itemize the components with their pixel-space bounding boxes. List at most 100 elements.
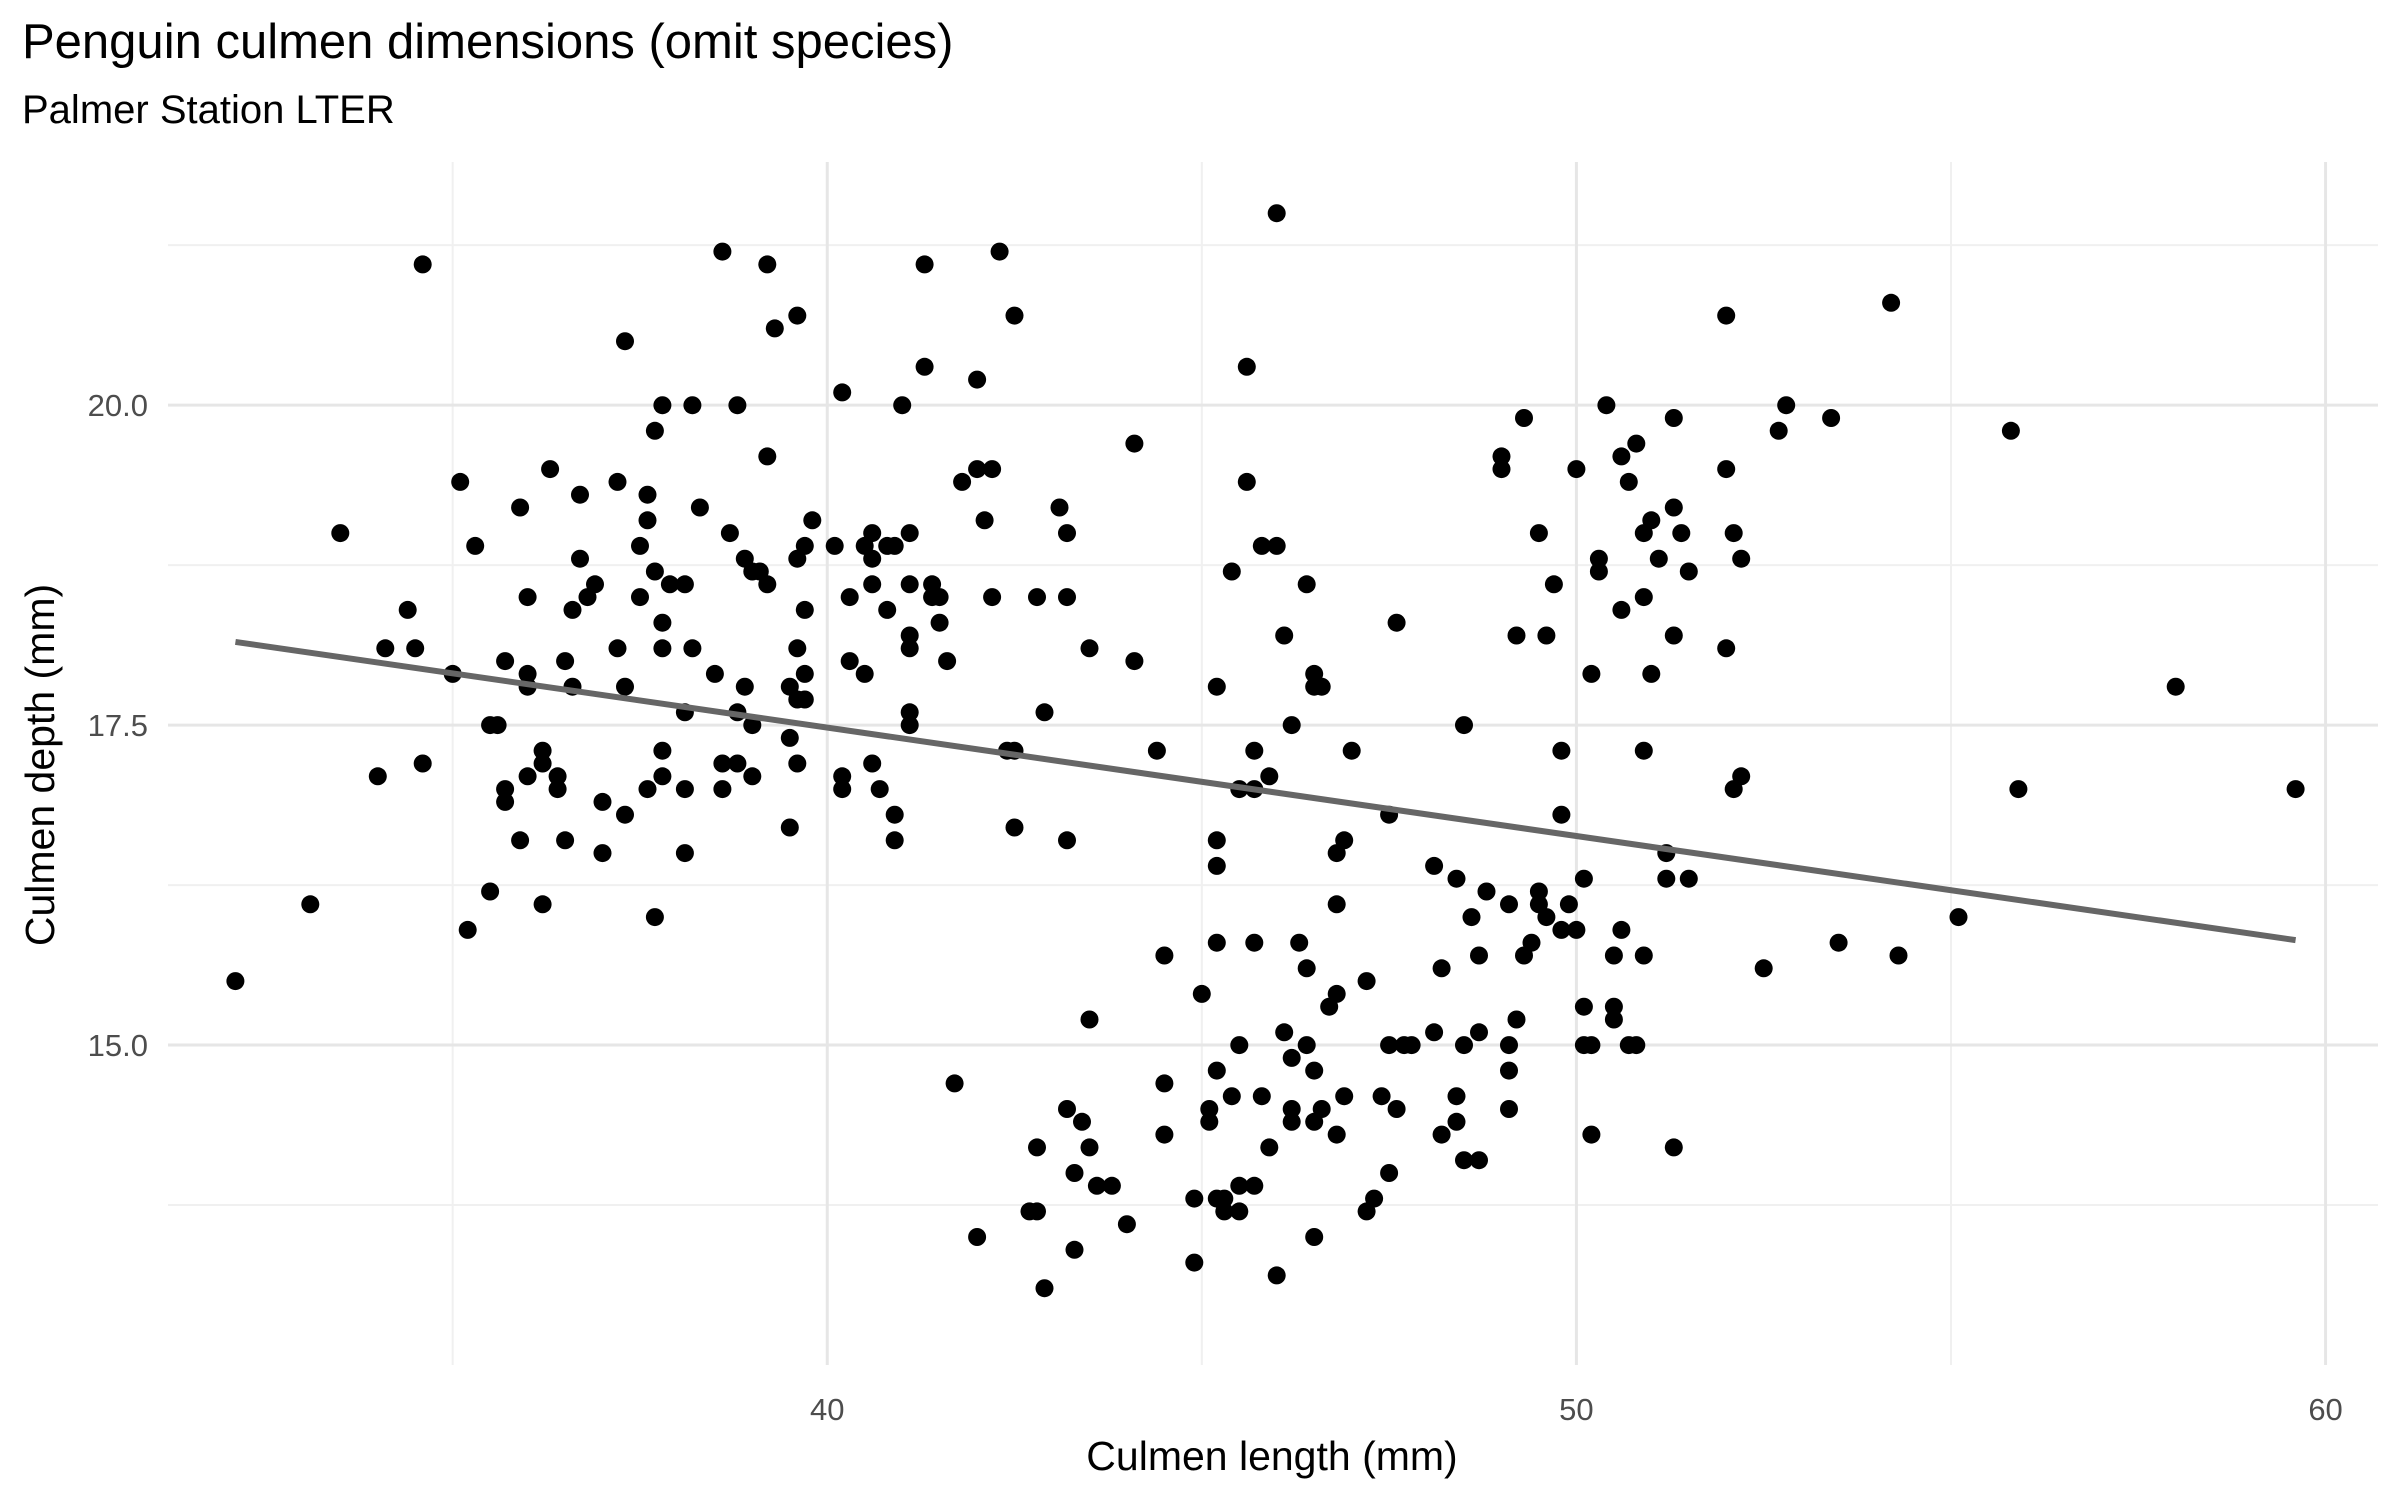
data-point bbox=[1507, 1010, 1526, 1029]
data-point bbox=[1297, 959, 1316, 978]
y-tick-label: 20.0 bbox=[88, 388, 148, 423]
data-point bbox=[1207, 856, 1226, 875]
data-point bbox=[1245, 741, 1264, 760]
data-point bbox=[571, 549, 589, 568]
data-point bbox=[1589, 562, 1608, 581]
x-axis-tick-labels: 40 50 60 bbox=[810, 1392, 2343, 1427]
data-point bbox=[1529, 882, 1548, 901]
data-point bbox=[788, 754, 807, 773]
data-point bbox=[1335, 831, 1354, 850]
data-point bbox=[968, 460, 987, 479]
data-point bbox=[413, 754, 432, 773]
data-point bbox=[1028, 1202, 1046, 1221]
data-point bbox=[1664, 1138, 1683, 1157]
data-point bbox=[788, 306, 807, 325]
data-point bbox=[945, 1074, 964, 1093]
data-point bbox=[870, 780, 889, 799]
data-point bbox=[653, 767, 672, 786]
data-point bbox=[1732, 767, 1751, 786]
data-point bbox=[616, 805, 634, 824]
data-point bbox=[1207, 831, 1226, 850]
data-point bbox=[1882, 293, 1901, 312]
data-point bbox=[1147, 741, 1166, 760]
data-point bbox=[1604, 1010, 1623, 1029]
data-point bbox=[301, 895, 320, 914]
data-point bbox=[1267, 204, 1286, 223]
data-point bbox=[2286, 780, 2305, 799]
data-point bbox=[1500, 1036, 1518, 1055]
data-point bbox=[1297, 1036, 1316, 1055]
data-point bbox=[1058, 588, 1076, 607]
data-point bbox=[863, 524, 882, 543]
data-point bbox=[825, 536, 844, 555]
data-point bbox=[1327, 895, 1346, 914]
data-point bbox=[1582, 1036, 1601, 1055]
data-point bbox=[1455, 716, 1473, 735]
data-point bbox=[885, 536, 904, 555]
data-point bbox=[728, 754, 747, 773]
data-point bbox=[1155, 1074, 1174, 1093]
data-point bbox=[638, 485, 657, 504]
data-point bbox=[683, 639, 702, 658]
data-point bbox=[1679, 869, 1698, 888]
data-point bbox=[331, 524, 350, 543]
data-point bbox=[1507, 626, 1526, 645]
data-point bbox=[660, 575, 679, 594]
data-point bbox=[1237, 357, 1256, 376]
data-point bbox=[1312, 1100, 1331, 1118]
data-point bbox=[1574, 997, 1593, 1016]
data-point bbox=[1529, 524, 1548, 543]
data-point bbox=[915, 255, 934, 274]
data-point bbox=[533, 741, 552, 760]
data-point bbox=[638, 511, 657, 530]
data-point bbox=[1252, 1087, 1271, 1106]
data-point bbox=[406, 639, 425, 658]
data-point bbox=[1327, 1125, 1346, 1144]
data-point bbox=[1222, 1087, 1241, 1106]
data-point bbox=[990, 242, 1009, 261]
data-point bbox=[1634, 741, 1653, 760]
x-tick-label: 50 bbox=[1559, 1392, 1593, 1427]
data-point bbox=[1732, 549, 1751, 568]
data-point bbox=[1035, 1279, 1054, 1298]
data-point bbox=[758, 447, 777, 466]
data-point bbox=[795, 664, 814, 683]
data-point bbox=[900, 716, 919, 735]
data-point bbox=[1522, 933, 1541, 952]
data-point bbox=[1365, 1189, 1384, 1208]
data-point bbox=[1080, 1138, 1099, 1157]
x-tick-label: 40 bbox=[810, 1392, 844, 1427]
data-point bbox=[1627, 1036, 1646, 1055]
data-point bbox=[1050, 498, 1069, 517]
data-point bbox=[1207, 933, 1226, 952]
data-point bbox=[863, 549, 882, 568]
data-point bbox=[840, 588, 859, 607]
data-point bbox=[1028, 1138, 1046, 1157]
y-tick-label: 17.5 bbox=[88, 708, 148, 743]
data-point bbox=[953, 472, 972, 491]
data-point bbox=[1200, 1112, 1219, 1131]
data-points bbox=[226, 204, 2305, 1298]
y-tick-label: 15.0 bbox=[88, 1028, 148, 1063]
data-point bbox=[413, 255, 432, 274]
data-point bbox=[1342, 741, 1361, 760]
data-point bbox=[1582, 1125, 1601, 1144]
data-point bbox=[593, 844, 612, 863]
data-point bbox=[1447, 1112, 1466, 1131]
data-point bbox=[795, 690, 814, 709]
data-point bbox=[466, 536, 485, 555]
data-point bbox=[541, 460, 560, 479]
data-point bbox=[1192, 984, 1211, 1003]
data-point bbox=[1470, 946, 1488, 965]
data-point bbox=[833, 767, 852, 786]
data-point bbox=[1724, 524, 1743, 543]
data-point bbox=[1267, 536, 1286, 555]
data-point bbox=[1312, 677, 1331, 696]
data-point bbox=[1387, 613, 1406, 632]
data-point bbox=[1058, 524, 1076, 543]
data-point bbox=[765, 319, 784, 338]
data-point bbox=[795, 536, 814, 555]
data-point bbox=[533, 895, 552, 914]
data-point bbox=[645, 908, 664, 927]
